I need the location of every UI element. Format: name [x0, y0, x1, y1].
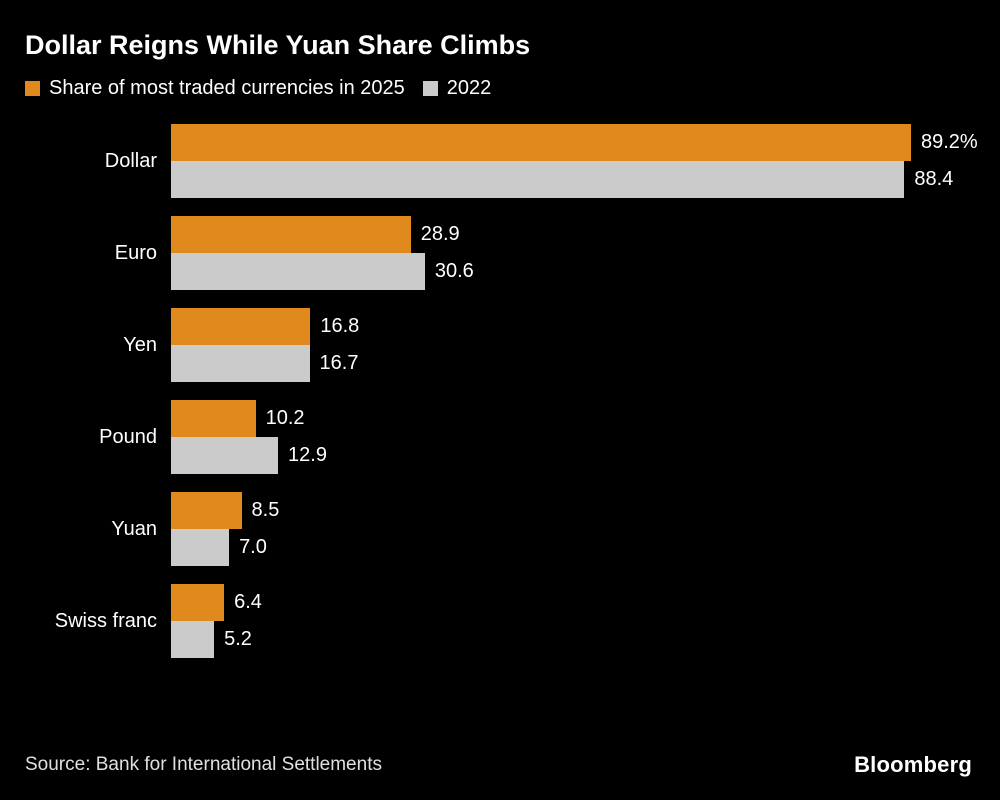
bar-line-2025-yuan: 8.5: [171, 492, 280, 530]
value-label-2025-pound: 10.2: [265, 407, 305, 430]
chart-legend: Share of most traded currencies in 2025 …: [25, 77, 972, 100]
bar-chart: Dollar 89.2% 88.4 Euro 28.9 30.6 Yen 16.8 16.7 Po…: [25, 124, 978, 676]
bar-2025-pound: [171, 400, 256, 438]
bar-2025-yuan: [171, 492, 242, 530]
legend-label-2025: Share of most traded currencies in 2025: [49, 77, 405, 100]
bar-2022-swiss-franc: [171, 621, 215, 659]
category-label-yuan: Yuan: [111, 517, 157, 540]
bar-group-dollar: Dollar 89.2% 88.4: [25, 124, 978, 199]
bar-2022-yen: [171, 345, 310, 383]
bar-line-2022-euro: 30.6: [171, 253, 474, 291]
value-label-2022-swiss-franc: 5.2: [224, 628, 252, 651]
category-label-dollar: Dollar: [104, 149, 157, 172]
value-label-2022-yen: 16.7: [319, 352, 359, 375]
legend-item-2025: Share of most traded currencies in 2025: [25, 77, 405, 100]
bar-line-2025-euro: 28.9: [171, 216, 474, 254]
bar-2022-euro: [171, 253, 425, 291]
category-label-pound: Pound: [99, 425, 157, 448]
bar-line-2025-yen: 16.8: [171, 308, 360, 346]
bar-group-yen: Yen 16.8 16.7: [25, 308, 972, 383]
value-label-2022-pound: 12.9: [288, 444, 327, 467]
bar-line-2022-pound: 12.9: [171, 437, 327, 475]
bar-pair-pound: 10.2 12.9: [171, 400, 327, 475]
bar-pair-yen: 16.8 16.7: [171, 308, 360, 383]
bar-pair-swiss-franc: 6.4 5.2: [171, 584, 262, 659]
bar-line-2022-swiss-franc: 5.2: [171, 621, 262, 659]
value-label-2025-yen: 16.8: [320, 315, 360, 338]
value-label-2022-euro: 30.6: [434, 260, 474, 283]
bloomberg-logo: Bloomberg: [854, 752, 972, 777]
bar-2022-pound: [171, 437, 279, 475]
value-label-2025-dollar: 89.2%: [921, 131, 978, 154]
bar-2025-swiss-franc: [171, 584, 225, 622]
bar-2025-euro: [171, 216, 411, 254]
bar-2025-yen: [171, 308, 311, 346]
bar-group-yuan: Yuan 8.5 7.0: [25, 492, 972, 567]
legend-item-2022: 2022: [422, 77, 492, 100]
bar-pair-yuan: 8.5 7.0: [171, 492, 280, 567]
bar-group-swiss-franc: Swiss franc 6.4 5.2: [25, 584, 972, 659]
bar-2022-dollar: [171, 161, 905, 199]
category-label-euro: Euro: [114, 241, 157, 264]
bar-group-pound: Pound 10.2 12.9: [25, 400, 972, 475]
legend-swatch-2022-icon: [422, 81, 438, 97]
bar-2022-yuan: [171, 529, 230, 567]
legend-label-2022: 2022: [446, 77, 492, 100]
category-label-yen: Yen: [123, 333, 157, 356]
bar-pair-dollar: 89.2% 88.4: [171, 124, 978, 199]
bar-line-2022-yuan: 7.0: [171, 529, 279, 567]
value-label-2022-dollar: 88.4: [914, 168, 954, 191]
chart-footer: Source: Bank for International Settlemen…: [25, 752, 972, 778]
legend-swatch-2025-icon: [25, 81, 40, 97]
bar-line-2025-pound: 10.2: [171, 400, 327, 438]
source-text: Source: Bank for International Settlemen…: [25, 754, 382, 775]
chart-title: Dollar Reigns While Yuan Share Climbs: [25, 30, 531, 60]
category-label-swiss-franc: Swiss franc: [54, 609, 157, 632]
bar-line-2025-dollar: 89.2%: [171, 124, 978, 162]
value-label-2022-yuan: 7.0: [239, 536, 267, 559]
value-label-2025-euro: 28.9: [420, 223, 460, 246]
bar-line-2022-yen: 16.7: [171, 345, 359, 383]
value-label-2025-yuan: 8.5: [251, 499, 280, 522]
bar-pair-euro: 28.9 30.6: [171, 216, 474, 291]
bar-line-2022-dollar: 88.4: [171, 161, 978, 199]
bar-group-euro: Euro 28.9 30.6: [25, 216, 972, 291]
bar-line-2025-swiss-franc: 6.4: [171, 584, 262, 622]
bar-2025-dollar: [171, 124, 911, 162]
value-label-2025-swiss-franc: 6.4: [234, 591, 262, 614]
